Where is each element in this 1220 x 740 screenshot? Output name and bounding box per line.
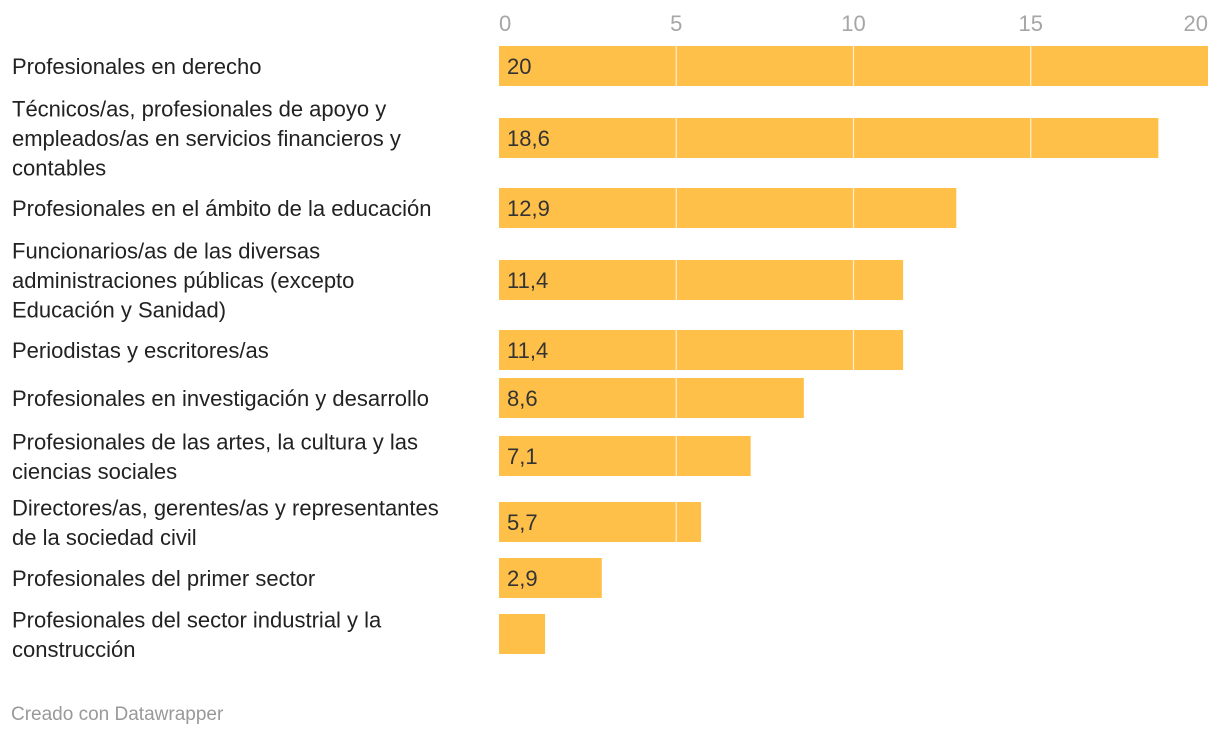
category-label-line: contables (12, 156, 106, 181)
bar (499, 188, 957, 228)
category-label: Profesionales del primer sector (12, 566, 315, 591)
category-label-line: ciencias sociales (12, 459, 177, 484)
bar (499, 378, 804, 418)
category-label-line: Profesionales de las artes, la cultura y… (12, 429, 418, 454)
category-label-line: construcción (12, 637, 136, 662)
value-label: 20 (507, 54, 531, 79)
category-label: Directores/as, gerentes/as y representan… (12, 495, 439, 550)
x-tick-label: 5 (670, 11, 682, 36)
value-label: 11,4 (507, 268, 548, 293)
category-label-line: Profesionales del primer sector (12, 566, 315, 591)
value-label: 11,4 (507, 338, 548, 363)
value-label: 18,6 (507, 126, 550, 151)
bar (499, 436, 751, 476)
bar (499, 260, 904, 300)
category-label: Periodistas y escritores/as (12, 338, 269, 363)
category-label: Técnicos/as, profesionales de apoyo y emp… (12, 97, 401, 181)
value-label: 12,9 (507, 196, 550, 221)
bar-chart: 0 5 10 15 20 20 18,6 12,9 11,4 11,4 8,6 7,1 5,7 2,9 Pr… (12, 11, 1208, 662)
bar (499, 330, 904, 370)
bar (499, 614, 546, 654)
x-tick-label: 0 (499, 11, 511, 36)
x-tick-label: 20 (1184, 11, 1208, 36)
value-label: 2,9 (507, 566, 538, 591)
x-tick-label: 10 (841, 11, 865, 36)
value-label: 5,7 (507, 510, 538, 535)
value-label: 8,6 (507, 386, 538, 411)
category-label-line: Periodistas y escritores/as (12, 338, 269, 363)
category-label-line: Técnicos/as, profesionales de apoyo y (12, 97, 386, 122)
category-label-line: de la sociedad civil (12, 525, 197, 550)
category-label: Profesionales del sector industrial y la… (12, 607, 382, 662)
category-label-line: Profesionales en investigación y desarro… (12, 386, 429, 411)
category-label-line: Profesionales del sector industrial y la (12, 607, 382, 632)
category-label-line: empleados/as en servicios financieros y (12, 126, 401, 151)
category-label-line: administraciones públicas (excepto (12, 268, 354, 293)
category-label: Profesionales en el ámbito de la educaci… (12, 196, 432, 221)
category-label: Profesionales en derecho (12, 54, 262, 79)
category-label-line: Profesionales en el ámbito de la educaci… (12, 196, 432, 221)
bar (499, 502, 702, 542)
category-label-line: Educación y Sanidad) (12, 298, 226, 323)
bar (499, 118, 1159, 158)
category-label: Profesionales en investigación y desarro… (12, 386, 429, 411)
x-tick-label: 15 (1019, 11, 1043, 36)
credit-footer[interactable]: Creado con Datawrapper (11, 704, 224, 725)
category-label: Funcionarios/as de las diversas administr… (12, 239, 354, 323)
bar (499, 558, 602, 598)
category-label: Profesionales de las artes, la cultura y… (12, 429, 418, 484)
category-label-line: Funcionarios/as de las diversas (12, 239, 320, 264)
value-label: 7,1 (507, 444, 538, 469)
category-label-line: Profesionales en derecho (12, 54, 262, 79)
category-label-line: Directores/as, gerentes/as y representan… (12, 495, 439, 520)
